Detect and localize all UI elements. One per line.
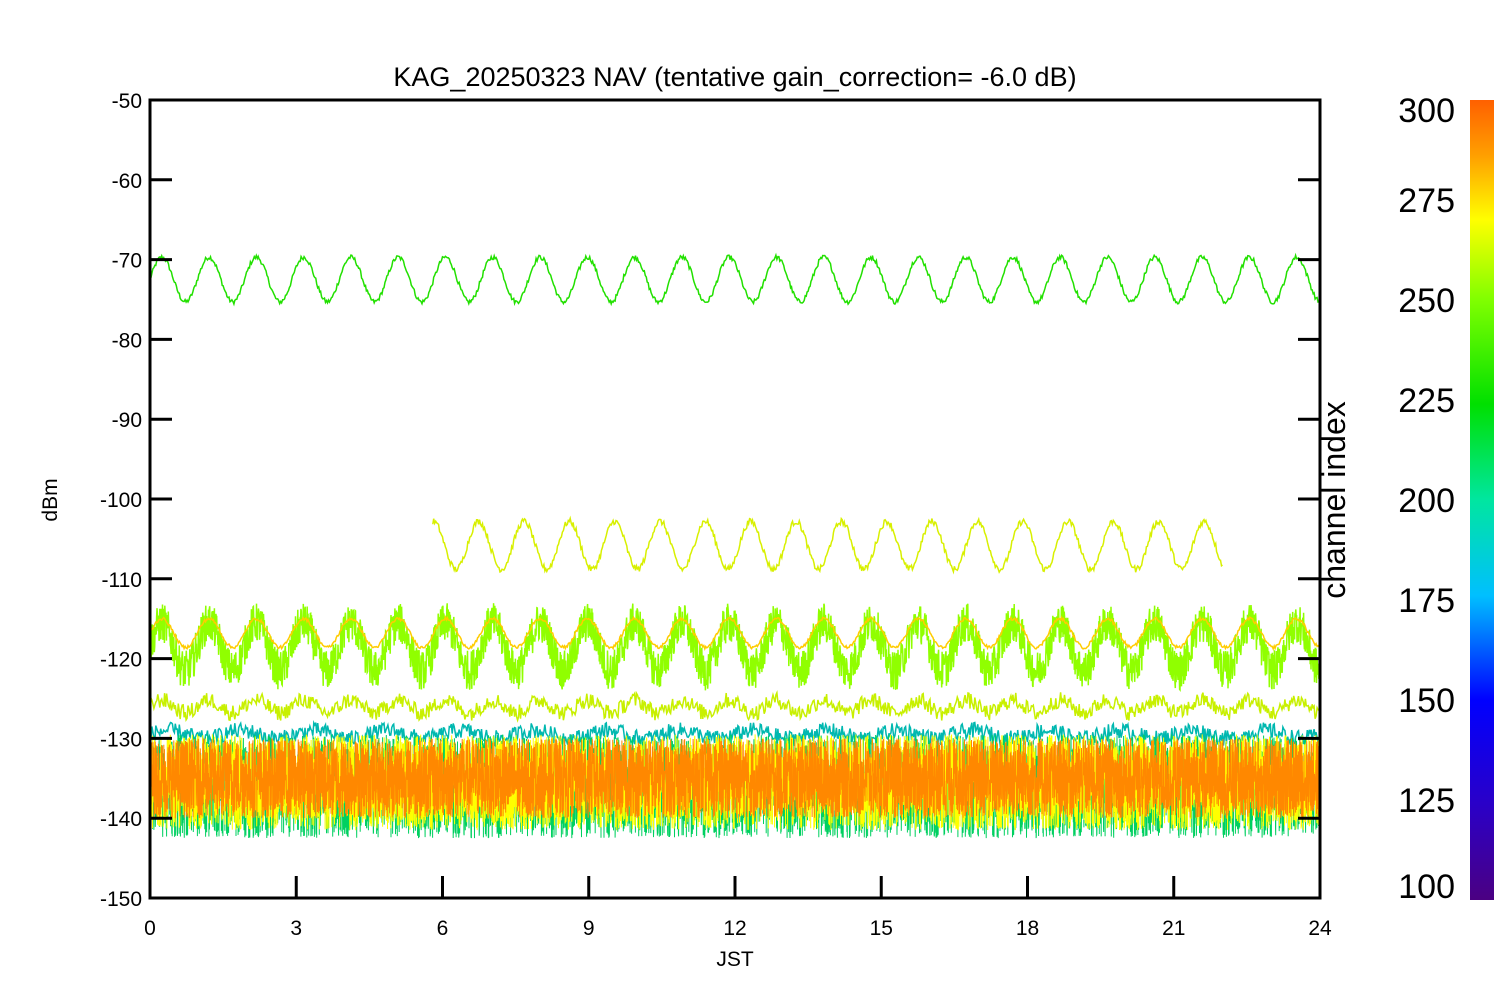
- y-tick-label: -110: [102, 569, 142, 592]
- x-tick-label: 12: [723, 917, 746, 940]
- x-tick-label: 0: [144, 917, 156, 940]
- x-tick-label: 21: [1162, 917, 1185, 940]
- y-tick-label: -130: [100, 728, 142, 751]
- x-axis-label: JST: [716, 948, 754, 971]
- y-tick-label: -150: [100, 888, 142, 911]
- y-tick-label: -70: [112, 250, 142, 273]
- series-line-0: [150, 252, 1320, 307]
- y-tick-label: -100: [100, 489, 142, 512]
- series-line-2: [150, 603, 1320, 693]
- series-line-8: [150, 737, 1320, 819]
- y-tick-label: -60: [112, 170, 142, 193]
- colorbar-ticks: 100 125 150 175 200 225 250 275 300: [1398, 92, 1455, 906]
- x-tick-label: 9: [583, 917, 595, 940]
- y-axis-ticks: -50 -60 -70 -80 -90 -100 -110 -120 -130 -140 -150: [100, 90, 1320, 911]
- x-axis-ticks: 0 3 6 9 12 15 18 21 24: [144, 876, 1332, 940]
- y-tick-label: -80: [112, 329, 142, 352]
- x-tick-label: 6: [437, 917, 449, 940]
- y-tick-label: -120: [100, 649, 142, 672]
- plot-data: [150, 252, 1320, 839]
- colorbar-tick-label: 175: [1398, 582, 1455, 620]
- colorbar-tick-label: 250: [1398, 282, 1455, 320]
- x-tick-label: 24: [1308, 917, 1332, 940]
- colorbar: [1470, 100, 1494, 900]
- y-tick-label: -90: [112, 409, 142, 432]
- colorbar-tick-label: 125: [1398, 782, 1455, 820]
- y-tick-label: -140: [100, 808, 142, 831]
- x-tick-label: 15: [870, 917, 893, 940]
- x-tick-label: 18: [1016, 917, 1039, 940]
- chart-title: KAG_20250323 NAV (tentative gain_correct…: [393, 62, 1076, 92]
- y-axis-label: dBm: [39, 478, 62, 521]
- colorbar-tick-label: 300: [1398, 92, 1455, 130]
- x-tick-label: 3: [290, 917, 302, 940]
- colorbar-tick-label: 225: [1398, 382, 1455, 420]
- colorbar-tick-label: 275: [1398, 182, 1455, 220]
- colorbar-tick-label: 200: [1398, 482, 1455, 520]
- colorbar-tick-label: 100: [1398, 868, 1455, 906]
- series-line-3: [150, 614, 1320, 652]
- colorbar-tick-label: 150: [1398, 682, 1455, 720]
- series-line-1: [432, 515, 1223, 575]
- series-line-4: [150, 690, 1320, 723]
- plot-frame: [148, 98, 1322, 900]
- y-tick-label: -50: [112, 90, 142, 113]
- colorbar-label: channel index: [1316, 401, 1352, 598]
